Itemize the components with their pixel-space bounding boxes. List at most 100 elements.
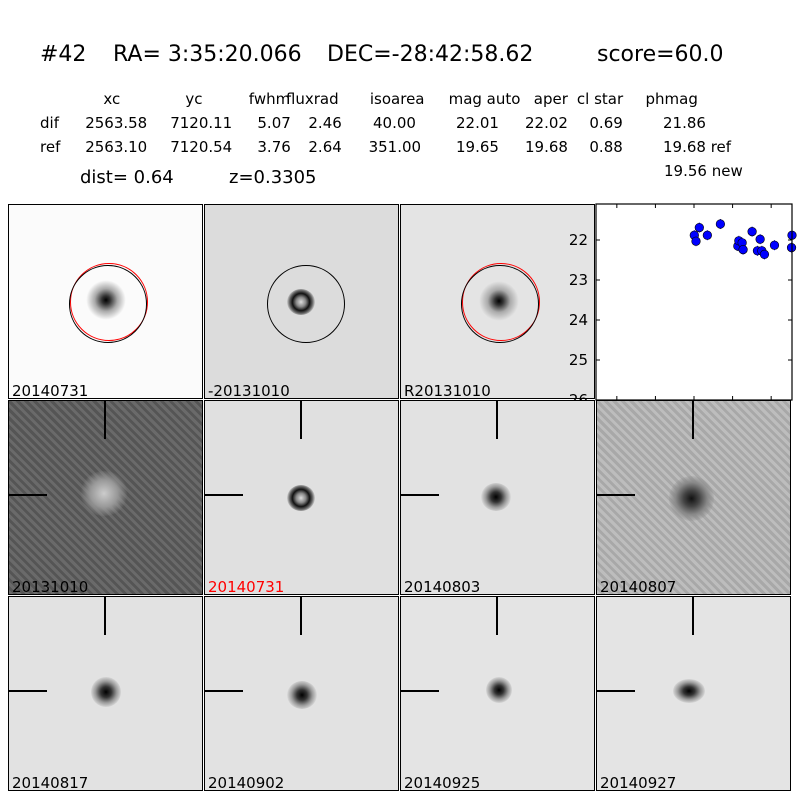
- source: [91, 677, 121, 707]
- stamp-label: 20140731: [12, 382, 89, 399]
- stamp-ref: R20131010: [400, 204, 595, 399]
- light-curve-svg: -100-500501002223242526: [569, 203, 797, 420]
- column-header: phmag: [645, 90, 698, 108]
- source: [287, 485, 315, 511]
- table-cell: 21.86: [663, 114, 706, 132]
- stamp-epoch: 20140817: [8, 596, 203, 791]
- table-cell: 2.46: [308, 114, 342, 132]
- data-point: [738, 244, 748, 255]
- source: [287, 681, 317, 709]
- ra: RA= 3:35:20.066: [113, 42, 302, 67]
- aperture-circle: [267, 265, 345, 343]
- stamp-new: 20140731: [8, 204, 203, 399]
- black-aperture-circle: [461, 265, 539, 343]
- stamp-label: 20131010: [12, 578, 89, 595]
- table-cell: 22.02: [525, 114, 568, 132]
- stamp-epoch: 20131010: [8, 400, 203, 595]
- crosshair-vertical: [692, 401, 694, 439]
- table-cell: 0.88: [589, 138, 623, 156]
- column-header: isoarea: [369, 90, 425, 108]
- table-cell: 40.00: [373, 114, 416, 132]
- column-header: fwhm: [248, 90, 291, 108]
- stamp-label: R20131010: [404, 382, 491, 399]
- crosshair-vertical: [496, 401, 498, 439]
- stamp-label: 20140927: [600, 774, 677, 791]
- phmag-new: 19.56 new: [664, 162, 743, 180]
- source: [673, 679, 705, 703]
- table-cell: 2.64: [308, 138, 342, 156]
- source: [79, 471, 129, 516]
- stamp-epoch: 20140902: [204, 596, 399, 791]
- data-point: [715, 219, 725, 229]
- stamp-epoch: 20140731: [204, 400, 399, 595]
- source: [669, 476, 714, 521]
- stamp-epoch: 20140925: [400, 596, 595, 791]
- stamp-label: 20140925: [404, 774, 481, 791]
- crosshair-horizontal: [401, 494, 439, 496]
- score: score=60.0: [597, 42, 724, 67]
- light-curve-plot: -100-500501002223242526: [569, 203, 797, 420]
- stamp-label: 20140803: [404, 578, 481, 595]
- row-label: ref: [40, 138, 61, 156]
- table-cell: 2563.10: [85, 138, 148, 156]
- crosshair-vertical: [496, 597, 498, 635]
- candidate-id: #42: [40, 42, 87, 67]
- data-point: [694, 222, 704, 233]
- stamp-epoch: 20140927: [596, 596, 791, 791]
- table-cell: 22.01: [456, 114, 499, 132]
- table-cell: 19.68 ref: [663, 138, 732, 156]
- data-point: [755, 234, 765, 244]
- column-header: fluxrad: [285, 90, 339, 108]
- redshift: z=0.3305: [229, 167, 317, 188]
- data-point: [747, 226, 757, 237]
- crosshair-horizontal: [597, 494, 635, 496]
- stamp-epoch: 20140803: [400, 400, 595, 595]
- column-header: yc: [185, 90, 203, 108]
- column-header: cl star: [576, 90, 624, 108]
- crosshair-vertical: [104, 597, 106, 635]
- y-tick-label: 24: [569, 311, 588, 329]
- column-header: aper: [533, 90, 568, 108]
- table-cell: 7120.11: [170, 114, 233, 132]
- black-aperture-circle: [69, 265, 147, 343]
- crosshair-vertical: [692, 597, 694, 635]
- source: [486, 677, 512, 703]
- y-tick-label: 25: [569, 351, 588, 369]
- crosshair-vertical: [300, 401, 302, 439]
- source: [481, 483, 511, 511]
- crosshair-horizontal: [597, 690, 635, 692]
- crosshair-horizontal: [401, 690, 439, 692]
- stamp-epoch: 20140807: [596, 400, 791, 595]
- stamp-label: 20140902: [208, 774, 285, 791]
- data-point: [691, 236, 701, 246]
- y-tick-label: 22: [569, 231, 588, 249]
- column-header: xc: [103, 90, 121, 108]
- table-cell: 7120.54: [170, 138, 233, 156]
- data-point: [769, 240, 780, 250]
- stamp-label: 20140731: [208, 578, 285, 595]
- stamp-label: -20131010: [208, 382, 290, 399]
- table-cell: 19.65: [456, 138, 499, 156]
- row-label: dif: [40, 114, 59, 132]
- dist: dist= 0.64: [80, 167, 174, 188]
- crosshair-vertical: [104, 401, 106, 439]
- crosshair-vertical: [300, 597, 302, 635]
- stamp-label: 20140817: [12, 774, 89, 791]
- crosshair-horizontal: [205, 494, 243, 496]
- y-tick-label: 23: [569, 271, 588, 289]
- crosshair-horizontal: [9, 690, 47, 692]
- table-cell: 2563.58: [85, 114, 148, 132]
- column-header: mag auto: [448, 90, 521, 108]
- table-cell: 351.00: [368, 138, 422, 156]
- table-cell: 0.69: [589, 114, 623, 132]
- dec: DEC=-28:42:58.62: [327, 42, 534, 67]
- crosshair-horizontal: [205, 690, 243, 692]
- data-point: [702, 230, 712, 240]
- stamp-diff: -20131010: [204, 204, 399, 399]
- crosshair-horizontal: [9, 494, 47, 496]
- table-cell: 19.68: [525, 138, 568, 156]
- table-cell: 3.76: [257, 138, 291, 156]
- stamp-label: 20140807: [600, 578, 677, 595]
- table-cell: 5.07: [257, 114, 291, 132]
